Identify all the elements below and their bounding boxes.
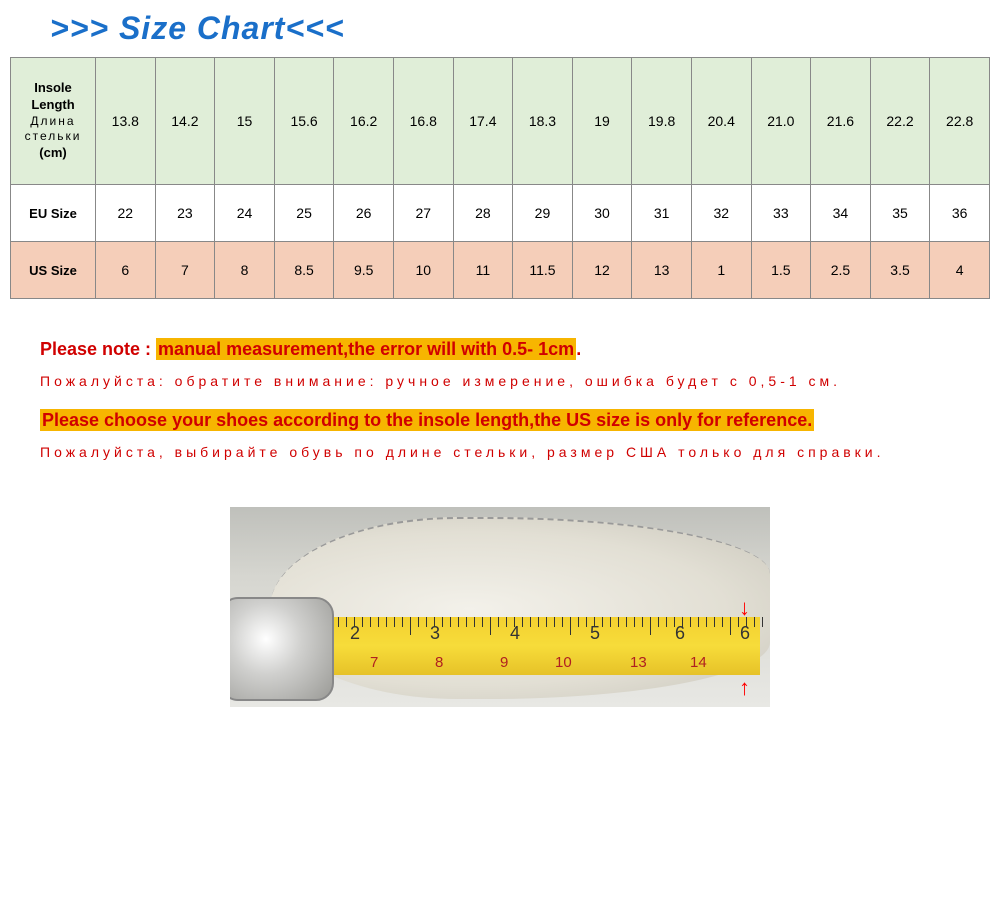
cell: 4	[930, 242, 990, 299]
cell: 1	[691, 242, 751, 299]
cell: 35	[870, 185, 930, 242]
note-2: Please choose your shoes according to th…	[40, 410, 960, 431]
cell: 13.8	[96, 58, 156, 185]
us-header: US Size	[11, 242, 96, 299]
tape-mark: 9	[500, 654, 508, 671]
cell: 13	[632, 242, 692, 299]
tape-mark: 5	[590, 623, 600, 644]
cell: 8.5	[274, 242, 334, 299]
tape-mark: 2	[350, 623, 360, 644]
note-2-ru: Пожалуйста, выбирайте обувь по длине сте…	[40, 441, 960, 463]
note-1-ru: Пожалуйста: обратите внимание: ручное из…	[40, 370, 960, 392]
cell: 33	[751, 185, 811, 242]
cell: 31	[632, 185, 692, 242]
cell: 11.5	[513, 242, 573, 299]
cell: 27	[393, 185, 453, 242]
cell: 15.6	[274, 58, 334, 185]
cell: 12	[572, 242, 632, 299]
cell: 25	[274, 185, 334, 242]
row-us-size: US Size 6 7 8 8.5 9.5 10 11 11.5 12 13 1…	[11, 242, 990, 299]
cell: 34	[811, 185, 871, 242]
cell: 32	[691, 185, 751, 242]
cell: 9.5	[334, 242, 394, 299]
notes-section: Please note : manual measurement,the err…	[0, 299, 1000, 492]
size-chart-table: Insole Length Длина стельки (cm) 13.8 14…	[10, 57, 990, 299]
cell: 11	[453, 242, 513, 299]
tape-mark: 6	[675, 623, 685, 644]
tape-mark: 6	[740, 623, 750, 644]
cell: 22.8	[930, 58, 990, 185]
arrow-icon: ↑	[739, 675, 750, 701]
tape-mark: 14	[690, 654, 707, 671]
arrow-icon: ↓	[739, 595, 750, 621]
cell: 28	[453, 185, 513, 242]
tape-case	[230, 597, 334, 701]
tape-mark: 13	[630, 654, 647, 671]
cell: 17.4	[453, 58, 513, 185]
note-1: Please note : manual measurement,the err…	[40, 339, 960, 360]
cell: 8	[215, 242, 275, 299]
cell: 1.5	[751, 242, 811, 299]
insole-header: Insole Length Длина стельки (cm)	[11, 58, 96, 185]
measurement-photo: 2 3 4 5 6 6 7 8 9 10 13 14 ↓ ↑	[230, 507, 770, 707]
row-insole-length: Insole Length Длина стельки (cm) 13.8 14…	[11, 58, 990, 185]
tape-mark: 10	[555, 654, 572, 671]
cell: 19	[572, 58, 632, 185]
cell: 7	[155, 242, 215, 299]
cell: 16.8	[393, 58, 453, 185]
row-eu-size: EU Size 22 23 24 25 26 27 28 29 30 31 32…	[11, 185, 990, 242]
cell: 19.8	[632, 58, 692, 185]
cell: 36	[930, 185, 990, 242]
tape-mark: 8	[435, 654, 443, 671]
cell: 10	[393, 242, 453, 299]
cell: 30	[572, 185, 632, 242]
cell: 29	[513, 185, 573, 242]
tape-mark: 3	[430, 623, 440, 644]
cell: 14.2	[155, 58, 215, 185]
cell: 16.2	[334, 58, 394, 185]
cell: 21.0	[751, 58, 811, 185]
cell: 18.3	[513, 58, 573, 185]
cell: 26	[334, 185, 394, 242]
cell: 3.5	[870, 242, 930, 299]
cell: 15	[215, 58, 275, 185]
tape-mark: 7	[370, 654, 378, 671]
cell: 21.6	[811, 58, 871, 185]
tape-mark: 4	[510, 623, 520, 644]
cell: 2.5	[811, 242, 871, 299]
cell: 20.4	[691, 58, 751, 185]
cell: 22.2	[870, 58, 930, 185]
cell: 22	[96, 185, 156, 242]
size-chart-title: >>> Size Chart<<<	[0, 0, 1000, 57]
cell: 24	[215, 185, 275, 242]
cell: 23	[155, 185, 215, 242]
cell: 6	[96, 242, 156, 299]
eu-header: EU Size	[11, 185, 96, 242]
